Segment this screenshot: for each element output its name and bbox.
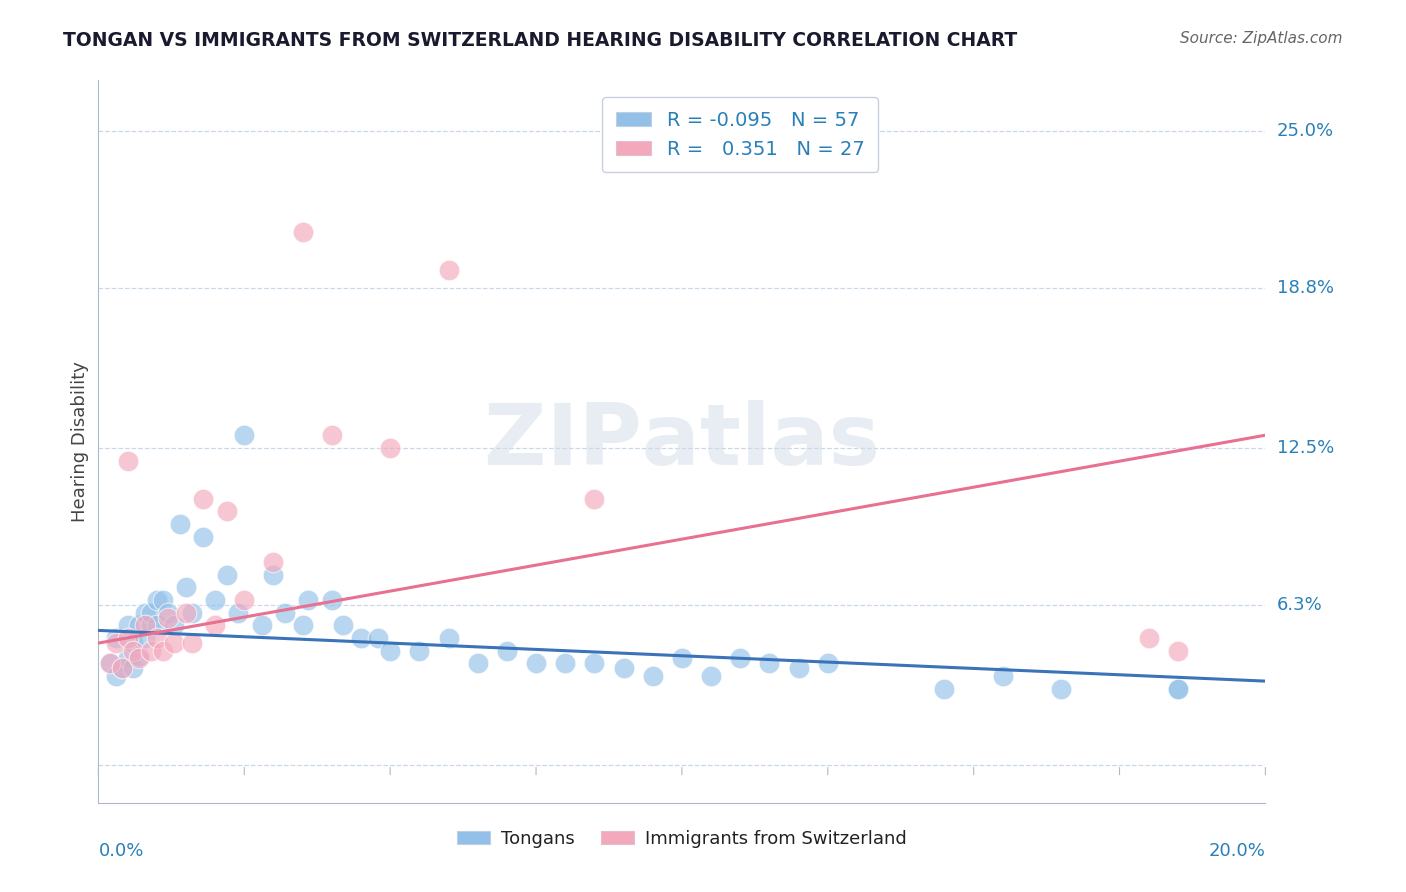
Point [163, 618, 186, 632]
Point [437, 631, 460, 645]
Point [1167, 681, 1189, 696]
Point [297, 593, 319, 607]
Point [215, 504, 238, 518]
Point [583, 657, 606, 671]
Point [117, 453, 139, 467]
Point [583, 491, 606, 506]
Point [139, 643, 162, 657]
Point [991, 669, 1014, 683]
Text: 6.3%: 6.3% [1277, 596, 1322, 614]
Point [98, 657, 121, 671]
Point [554, 657, 576, 671]
Point [787, 661, 810, 675]
Point [233, 593, 256, 607]
Point [163, 636, 186, 650]
Point [193, 491, 215, 506]
Point [262, 567, 284, 582]
Point [612, 661, 634, 675]
Point [117, 618, 139, 632]
Point [215, 567, 238, 582]
Point [250, 618, 273, 632]
Point [204, 593, 226, 607]
Point [169, 516, 191, 531]
Point [98, 657, 121, 671]
Point [146, 631, 169, 645]
Text: TONGAN VS IMMIGRANTS FROM SWITZERLAND HEARING DISABILITY CORRELATION CHART: TONGAN VS IMMIGRANTS FROM SWITZERLAND HE… [63, 31, 1018, 50]
Point [367, 631, 389, 645]
Point [380, 441, 402, 455]
Point [758, 657, 780, 671]
Text: Source: ZipAtlas.com: Source: ZipAtlas.com [1180, 31, 1343, 46]
Point [157, 606, 180, 620]
Point [730, 651, 752, 665]
Text: 25.0%: 25.0% [1277, 122, 1334, 140]
Point [321, 593, 343, 607]
Point [134, 631, 156, 645]
Point [332, 618, 354, 632]
Point [934, 681, 956, 696]
Text: 12.5%: 12.5% [1277, 439, 1334, 457]
Point [1137, 631, 1160, 645]
Text: 20.0%: 20.0% [1209, 842, 1265, 860]
Point [134, 606, 156, 620]
Point [350, 631, 373, 645]
Y-axis label: Hearing Disability: Hearing Disability [70, 361, 89, 522]
Point [380, 643, 402, 657]
Point [122, 661, 145, 675]
Point [524, 657, 547, 671]
Point [157, 611, 180, 625]
Point [204, 618, 226, 632]
Text: 18.8%: 18.8% [1277, 279, 1333, 297]
Text: 0.0%: 0.0% [98, 842, 143, 860]
Point [1167, 681, 1189, 696]
Point [228, 606, 250, 620]
Point [139, 606, 162, 620]
Point [134, 618, 156, 632]
Legend: Tongans, Immigrants from Switzerland: Tongans, Immigrants from Switzerland [450, 822, 914, 855]
Point [139, 618, 162, 632]
Point [122, 636, 145, 650]
Point [291, 618, 314, 632]
Point [180, 606, 202, 620]
Point [146, 618, 169, 632]
Point [671, 651, 693, 665]
Text: ZIP​atlas: ZIP​atlas [484, 400, 880, 483]
Point [233, 428, 256, 442]
Point [274, 606, 297, 620]
Point [321, 428, 343, 442]
Point [437, 263, 460, 277]
Point [111, 661, 134, 675]
Point [467, 657, 489, 671]
Point [291, 226, 314, 240]
Point [174, 606, 197, 620]
Point [104, 669, 127, 683]
Point [262, 555, 284, 569]
Point [817, 657, 839, 671]
Point [146, 593, 169, 607]
Point [104, 636, 127, 650]
Point [1167, 643, 1189, 657]
Point [117, 651, 139, 665]
Point [152, 593, 174, 607]
Point [1050, 681, 1073, 696]
Point [128, 618, 150, 632]
Point [111, 661, 134, 675]
Point [408, 643, 430, 657]
Point [174, 580, 197, 594]
Point [128, 648, 150, 663]
Point [641, 669, 664, 683]
Point [193, 530, 215, 544]
Point [128, 651, 150, 665]
Point [117, 631, 139, 645]
Point [496, 643, 519, 657]
Point [152, 643, 174, 657]
Point [104, 631, 127, 645]
Point [700, 669, 723, 683]
Point [122, 643, 145, 657]
Point [180, 636, 202, 650]
